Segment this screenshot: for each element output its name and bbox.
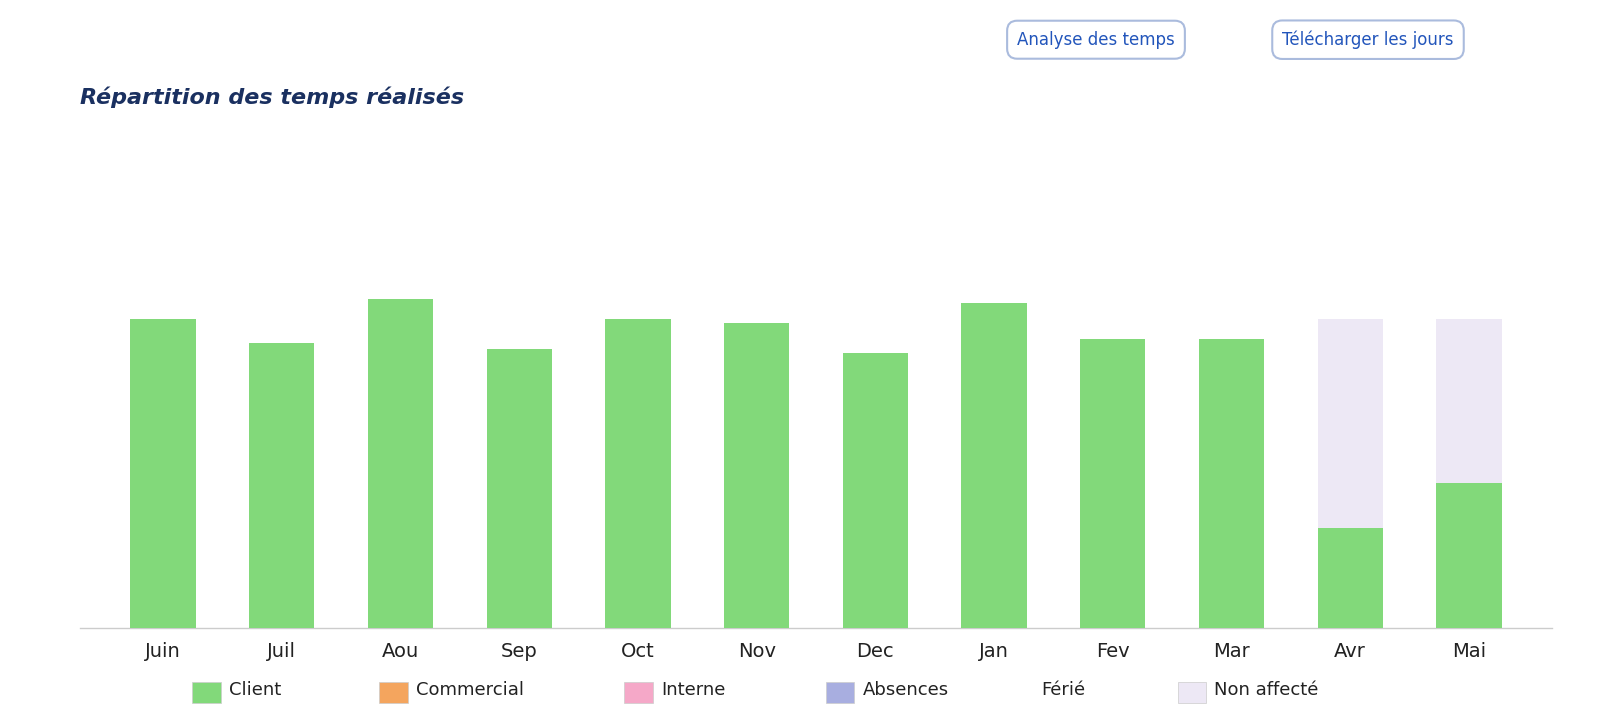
Bar <box>1437 482 1501 628</box>
Text: Client: Client <box>229 681 282 698</box>
Text: Télécharger les jours: Télécharger les jours <box>1282 30 1454 49</box>
Bar <box>486 349 552 628</box>
Bar <box>1080 339 1146 628</box>
Bar <box>131 319 195 628</box>
Bar <box>1317 529 1382 628</box>
Text: Férié: Férié <box>1042 681 1086 698</box>
Text: Non affecté: Non affecté <box>1214 681 1318 698</box>
Text: Commercial: Commercial <box>416 681 525 698</box>
Bar <box>1317 319 1382 628</box>
Bar <box>250 343 315 628</box>
Bar <box>962 303 1027 628</box>
Bar <box>1437 319 1501 628</box>
Bar <box>725 323 789 628</box>
Text: Interne: Interne <box>661 681 725 698</box>
Bar <box>843 353 909 628</box>
Bar <box>368 299 434 628</box>
Bar <box>1198 339 1264 628</box>
Text: Absences: Absences <box>862 681 949 698</box>
Text: Analyse des temps: Analyse des temps <box>1018 31 1174 48</box>
Bar <box>605 319 670 628</box>
Text: Répartition des temps réalisés: Répartition des temps réalisés <box>80 87 464 108</box>
